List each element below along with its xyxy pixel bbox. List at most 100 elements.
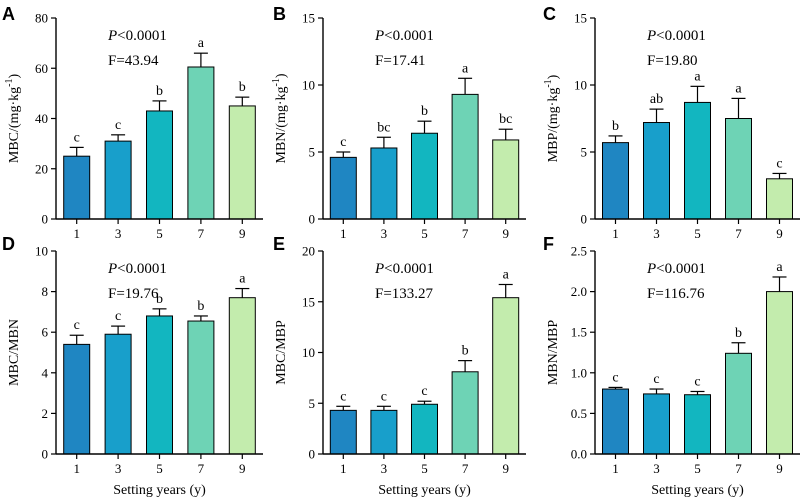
sig-letter-d-3: c <box>115 309 121 324</box>
error-bar-f-5 <box>690 390 705 395</box>
x-axis-title-f: Setting years (y) <box>651 483 744 498</box>
panel-letter-f: F <box>543 234 554 254</box>
sig-letter-a-3: c <box>115 118 121 133</box>
bar-a-7 <box>187 66 215 220</box>
bar-d-9 <box>228 297 256 455</box>
error-bar-a-3 <box>111 134 126 142</box>
error-bar-f-3 <box>649 388 664 394</box>
y-tick-label-e-3: 15 <box>302 294 315 309</box>
f-stat-b: F=17.41 <box>375 53 426 69</box>
y-tick-label-b-1: 5 <box>309 145 316 160</box>
x-tick-label-b-9: 9 <box>502 226 509 241</box>
bar-e-7 <box>451 371 479 455</box>
x-tick-label-e-1: 1 <box>340 461 347 476</box>
y-axis-title-sup-b: -1 <box>271 78 282 86</box>
x-tick-label-a-3: 3 <box>115 226 122 241</box>
panel-b: Bc 1 bc 3 b 5 a 7 bc 9 0 5 10 15 MBN/(mg·kg-1) P<0.0001… <box>271 4 526 241</box>
x-tick-label-b-3: 3 <box>381 226 388 241</box>
x-tick-label-c-5: 5 <box>694 226 701 241</box>
y-tick-label-b-2: 10 <box>302 78 315 93</box>
x-tick-label-a-9: 9 <box>239 226 246 241</box>
bar-f-1 <box>602 388 629 455</box>
sig-letter-c-3: ab <box>650 92 663 107</box>
x-axis-title-d: Setting years (y) <box>113 483 206 498</box>
panel-a: Ac 1 c 3 b 5 a 7 b 9 0 20 40 60 80 MBC/(mg·kg-1) P<0.000… <box>2 4 263 241</box>
p-prefix-b: P <box>374 28 384 44</box>
sig-letter-d-7: b <box>197 299 204 314</box>
bar-b-1 <box>329 156 357 220</box>
y-axis-title-c: MBP/(mg·kg-1) <box>543 74 561 162</box>
f-stat-a: F=43.94 <box>108 53 159 69</box>
error-bar-b-7 <box>458 77 473 95</box>
y-tick-label-c-0: 0 <box>581 212 588 227</box>
y-axis-title-sup-c: -1 <box>543 79 554 87</box>
p-prefix-c: P <box>646 28 656 44</box>
p-value-f: P<0.0001 <box>646 261 706 277</box>
y-tick-label-d-1: 2 <box>42 406 49 421</box>
bar-e-3 <box>370 409 398 455</box>
sig-letter-e-5: c <box>421 384 427 399</box>
y-tick-label-c-3: 15 <box>574 11 587 26</box>
x-tick-label-e-9: 9 <box>502 461 509 476</box>
error-bar-a-9 <box>235 96 250 106</box>
bar-e-9 <box>492 297 520 455</box>
sig-letter-b-1: c <box>340 135 346 150</box>
bar-a-5 <box>146 110 173 220</box>
bar-d-5 <box>146 315 173 455</box>
p-prefix-a: P <box>107 28 117 44</box>
y-tick-label-f-1: 0.5 <box>571 406 587 421</box>
x-tick-label-f-5: 5 <box>694 461 701 476</box>
y-axis-title-main-d: MBC/MBN <box>7 319 22 386</box>
p-text-e: <0.0001 <box>384 261 434 277</box>
x-tick-label-b-5: 5 <box>421 226 428 241</box>
error-bar-b-3 <box>376 136 391 148</box>
x-tick-label-e-3: 3 <box>381 461 388 476</box>
f-stat-f: F=116.76 <box>647 286 705 302</box>
panel-letter-d: D <box>2 234 15 254</box>
sig-letter-c-1: b <box>612 119 619 134</box>
bar-f-9 <box>766 291 793 455</box>
bar-b-3 <box>370 147 398 220</box>
sig-letter-a-5: b <box>156 84 163 99</box>
x-tick-label-f-7: 7 <box>735 461 742 476</box>
p-prefix-d: P <box>107 261 117 277</box>
sig-letter-f-7: b <box>735 326 742 341</box>
x-tick-label-b-1: 1 <box>340 226 347 241</box>
sig-letter-d-9: a <box>239 272 246 287</box>
sig-letter-c-5: a <box>694 69 701 84</box>
error-bar-b-1 <box>336 151 351 158</box>
p-prefix-e: P <box>374 261 384 277</box>
y-tick-label-d-2: 4 <box>42 365 49 380</box>
bar-c-7 <box>725 118 752 220</box>
error-bar-e-9 <box>498 283 513 298</box>
x-tick-label-d-1: 1 <box>73 461 80 476</box>
sig-letter-f-1: c <box>612 370 618 385</box>
x-tick-label-a-7: 7 <box>198 226 205 241</box>
bar-a-3 <box>104 140 132 220</box>
sig-letter-c-7: a <box>735 81 742 96</box>
p-value-e: P<0.0001 <box>374 261 434 277</box>
x-tick-label-d-7: 7 <box>198 461 205 476</box>
x-tick-label-c-7: 7 <box>735 226 742 241</box>
error-bar-c-7 <box>731 97 746 119</box>
y-axis-title-d: MBC/MBN <box>7 319 22 386</box>
error-bar-f-7 <box>731 342 746 354</box>
y-axis-title-sup-a: -1 <box>4 79 15 87</box>
x-tick-label-d-9: 9 <box>239 461 246 476</box>
y-axis-title-b: MBN/(mg·kg-1) <box>271 73 289 163</box>
sig-letter-e-3: c <box>381 389 387 404</box>
sig-letter-e-7: b <box>462 344 469 359</box>
error-bar-e-1 <box>336 405 351 411</box>
y-axis-title-main-b: MBN/(mg·kg <box>274 87 289 164</box>
bar-f-7 <box>725 352 752 455</box>
sig-letter-e-9: a <box>503 267 510 282</box>
y-tick-label-e-4: 20 <box>302 244 315 259</box>
p-text-c: <0.0001 <box>656 28 706 44</box>
error-bar-d-9 <box>235 287 250 298</box>
p-value-a: P<0.0001 <box>107 28 167 44</box>
y-tick-label-a-4: 80 <box>35 11 48 26</box>
x-tick-label-d-5: 5 <box>156 461 163 476</box>
bar-d-3 <box>104 333 132 455</box>
p-text-b: <0.0001 <box>384 28 434 44</box>
